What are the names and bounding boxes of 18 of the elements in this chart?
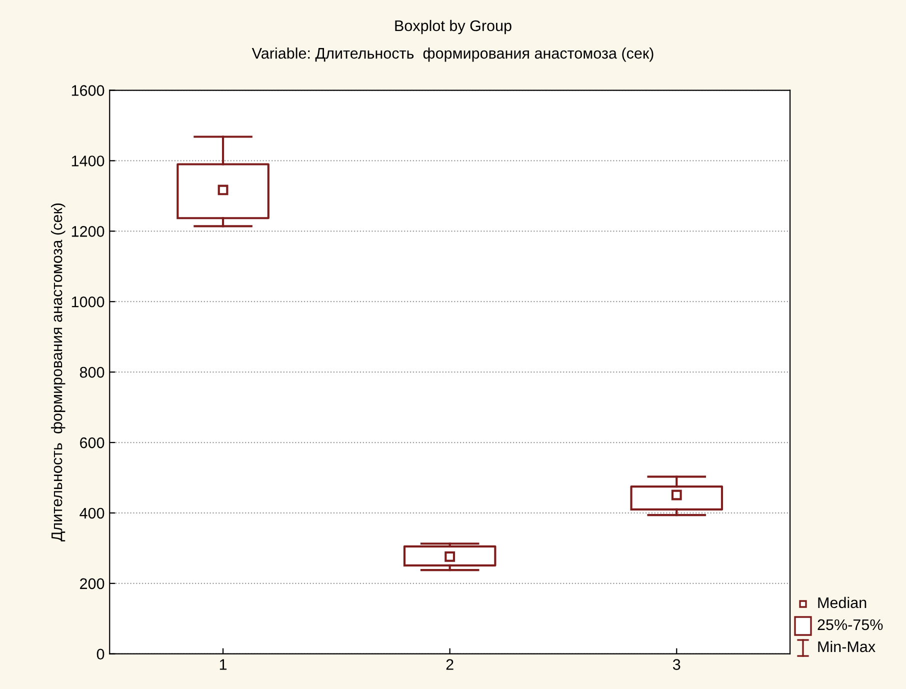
chart-subtitle: Variable: Длительность формирования анастомоза (сек) — [252, 47, 654, 62]
y-tick-label: 400 — [80, 508, 104, 519]
text: Median — [818, 596, 866, 608]
x-tick-label: 1 — [220, 659, 227, 670]
y-tick-label: 1400 — [72, 156, 104, 166]
y-tick-label: 800 — [80, 366, 104, 378]
y-tick-label: 1000 — [72, 296, 104, 308]
text: 25%-75% — [818, 619, 883, 630]
y-tick-label: 0 — [96, 648, 104, 660]
y-tick-label: 1600 — [72, 85, 104, 96]
y-tick-label: 1200 — [72, 226, 104, 237]
x-tick-label: 3 — [672, 659, 680, 670]
x-tick-label: 2 — [446, 659, 454, 670]
y-tick-label: 600 — [80, 437, 104, 448]
y-tick-label: 200 — [80, 578, 104, 590]
chart-title: Boxplot by Group — [395, 20, 512, 34]
y-axis-title: Длительность формирования анастомоза (сек) — [50, 204, 66, 542]
text: Min-Max — [818, 640, 876, 652]
